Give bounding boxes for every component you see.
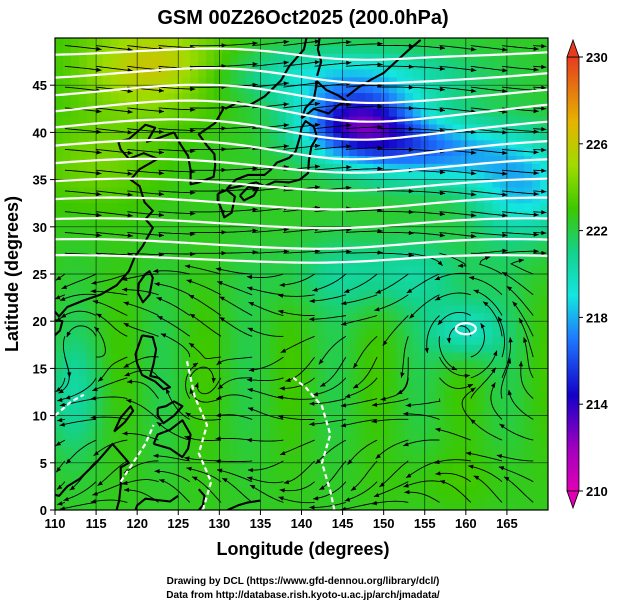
colorbar-tick-label: 218	[586, 310, 608, 325]
colorbar: 210 214 218 222 226 230	[566, 38, 608, 510]
x-tick-label: 125	[167, 516, 189, 531]
contour-lines	[55, 47, 548, 510]
colorbar-tick-label: 222	[586, 224, 608, 239]
y-axis: 0 5 10 15 20 25 30 35 40 45	[33, 78, 55, 518]
x-tick-label: 155	[414, 516, 436, 531]
x-tick-label: 165	[496, 516, 518, 531]
temperature-field	[55, 38, 548, 510]
x-axis-label: Longitude (degrees)	[216, 539, 389, 559]
colorbar-min-arrow	[566, 490, 580, 510]
x-tick-label: 160	[455, 516, 477, 531]
y-tick-label: 30	[33, 220, 47, 235]
x-tick-label: 140	[291, 516, 313, 531]
wind-streamlines	[55, 40, 547, 510]
y-tick-label: 0	[40, 503, 47, 518]
credit-drawing: Drawing by DCL (https://www.gfd-dennou.o…	[167, 576, 440, 587]
y-tick-label: 25	[33, 267, 47, 282]
plot-title: GSM 00Z26Oct2025 (200.0hPa)	[157, 7, 448, 29]
x-tick-label: 110	[45, 516, 66, 531]
credit-data: Data from http://database.rish.kyoto-u.a…	[166, 590, 440, 601]
colorbar-tick-label: 210	[586, 484, 608, 499]
colorbar-tick-label: 214	[586, 397, 608, 412]
x-tick-label: 120	[126, 516, 148, 531]
y-tick-label: 15	[33, 361, 47, 376]
colorbar-max-arrow	[566, 38, 580, 58]
y-tick-label: 40	[33, 125, 47, 140]
x-tick-label: 115	[86, 516, 107, 531]
x-tick-label: 135	[250, 516, 272, 531]
y-tick-label: 45	[33, 78, 47, 93]
colorbar-body	[566, 56, 580, 492]
colorbar-tick-label: 226	[586, 137, 608, 152]
colorbar-tick-label: 230	[586, 50, 608, 65]
y-tick-label: 5	[40, 456, 47, 471]
y-tick-label: 35	[33, 173, 47, 188]
y-tick-label: 20	[33, 314, 47, 329]
x-tick-label: 145	[332, 516, 354, 531]
y-axis-label: Latitude (degrees)	[2, 196, 22, 352]
x-tick-label: 150	[373, 516, 395, 531]
coastlines	[55, 38, 422, 510]
x-axis: 110 115 120 125 130 135 140 145 150 155 160 165	[45, 510, 518, 531]
y-tick-label: 10	[33, 409, 47, 424]
x-tick-label: 130	[208, 516, 230, 531]
